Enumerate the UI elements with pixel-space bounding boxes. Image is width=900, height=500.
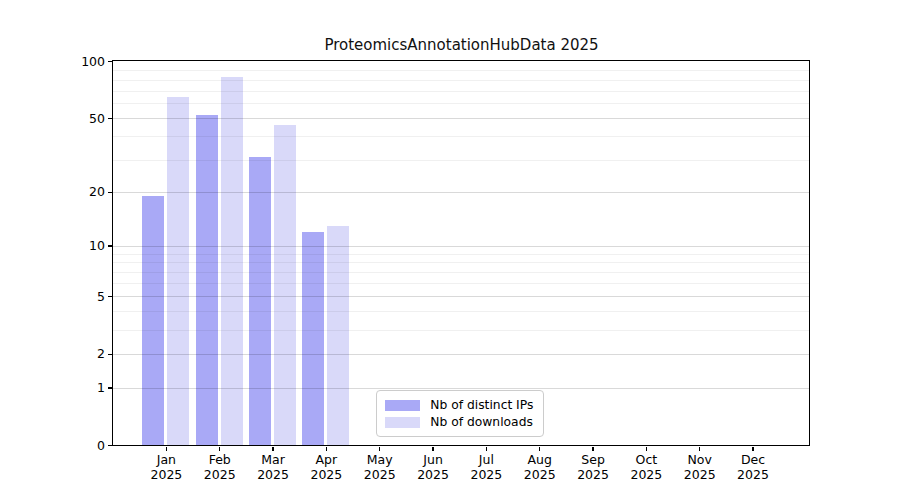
y-tick-mark — [108, 118, 113, 119]
plot-area: Nb of distinct IPs Nb of downloads — [112, 60, 810, 446]
gridline-minor — [113, 160, 809, 161]
figure: ProteomicsAnnotationHubData 2025 Nb of d… — [0, 0, 900, 500]
x-tick-mark — [326, 447, 327, 451]
legend-label-downloads: Nb of downloads — [430, 415, 533, 429]
y-tick-label: 10 — [0, 238, 105, 254]
bar-downloads-feb — [221, 77, 243, 446]
y-tick-mark — [108, 445, 113, 446]
y-tick-label: 1 — [0, 380, 105, 396]
x-tick-mark — [219, 447, 220, 451]
y-tick-label: 0 — [0, 438, 105, 454]
x-tick-mark — [646, 447, 647, 451]
gridline-major — [113, 118, 809, 119]
y-tick-label: 100 — [0, 54, 105, 70]
gridline-major — [113, 192, 809, 193]
bar-distinct-ips-feb — [196, 115, 218, 445]
legend: Nb of distinct IPs Nb of downloads — [376, 390, 544, 437]
y-tick-mark — [108, 387, 113, 388]
gridline-minor — [113, 80, 809, 81]
bar-distinct-ips-mar — [249, 157, 271, 445]
gridline-minor — [113, 103, 809, 104]
x-tick-mark — [539, 447, 540, 451]
gridline-minor — [113, 70, 809, 71]
bar-downloads-mar — [274, 125, 296, 445]
gridline-major — [113, 354, 809, 355]
gridline-minor — [113, 136, 809, 137]
legend-swatch-distinct-ips — [385, 400, 420, 411]
y-tick-label: 20 — [0, 184, 105, 200]
x-tick-mark — [486, 447, 487, 451]
y-tick-mark — [108, 296, 113, 297]
y-tick-label: 2 — [0, 346, 105, 362]
y-tick-label: 5 — [0, 289, 105, 305]
x-tick-mark — [592, 447, 593, 451]
y-tick-mark — [108, 61, 113, 62]
x-tick-year: 2025 — [721, 467, 785, 482]
y-tick-mark — [108, 354, 113, 355]
gridline-minor — [113, 254, 809, 255]
bar-distinct-ips-jan — [142, 196, 164, 445]
bar-downloads-jan — [167, 97, 189, 446]
bar-distinct-ips-apr — [302, 232, 324, 445]
legend-label-distinct-ips: Nb of distinct IPs — [430, 398, 533, 412]
legend-swatch-downloads — [385, 417, 420, 428]
gridline-major — [113, 388, 809, 389]
x-tick-mark — [272, 447, 273, 451]
x-tick-month: Dec — [721, 452, 785, 467]
gridline-minor — [113, 262, 809, 263]
x-tick-mark — [699, 447, 700, 451]
x-tick-label: Dec2025 — [721, 452, 785, 482]
y-tick-mark — [108, 245, 113, 246]
x-tick-mark — [752, 447, 753, 451]
y-tick-mark — [108, 192, 113, 193]
x-tick-mark — [432, 447, 433, 451]
x-tick-mark — [166, 447, 167, 451]
legend-item-downloads: Nb of downloads — [385, 414, 535, 430]
y-tick-label: 50 — [0, 111, 105, 127]
gridline-minor — [113, 272, 809, 273]
legend-item-distinct-ips: Nb of distinct IPs — [385, 397, 535, 413]
x-tick-mark — [379, 447, 380, 451]
gridline-major — [113, 246, 809, 247]
gridline-minor — [113, 283, 809, 284]
chart-title: ProteomicsAnnotationHubData 2025 — [113, 36, 810, 54]
gridline-minor — [113, 330, 809, 331]
gridline-minor — [113, 91, 809, 92]
gridline-major — [113, 296, 809, 297]
bar-downloads-apr — [327, 226, 349, 446]
gridline-minor — [113, 311, 809, 312]
